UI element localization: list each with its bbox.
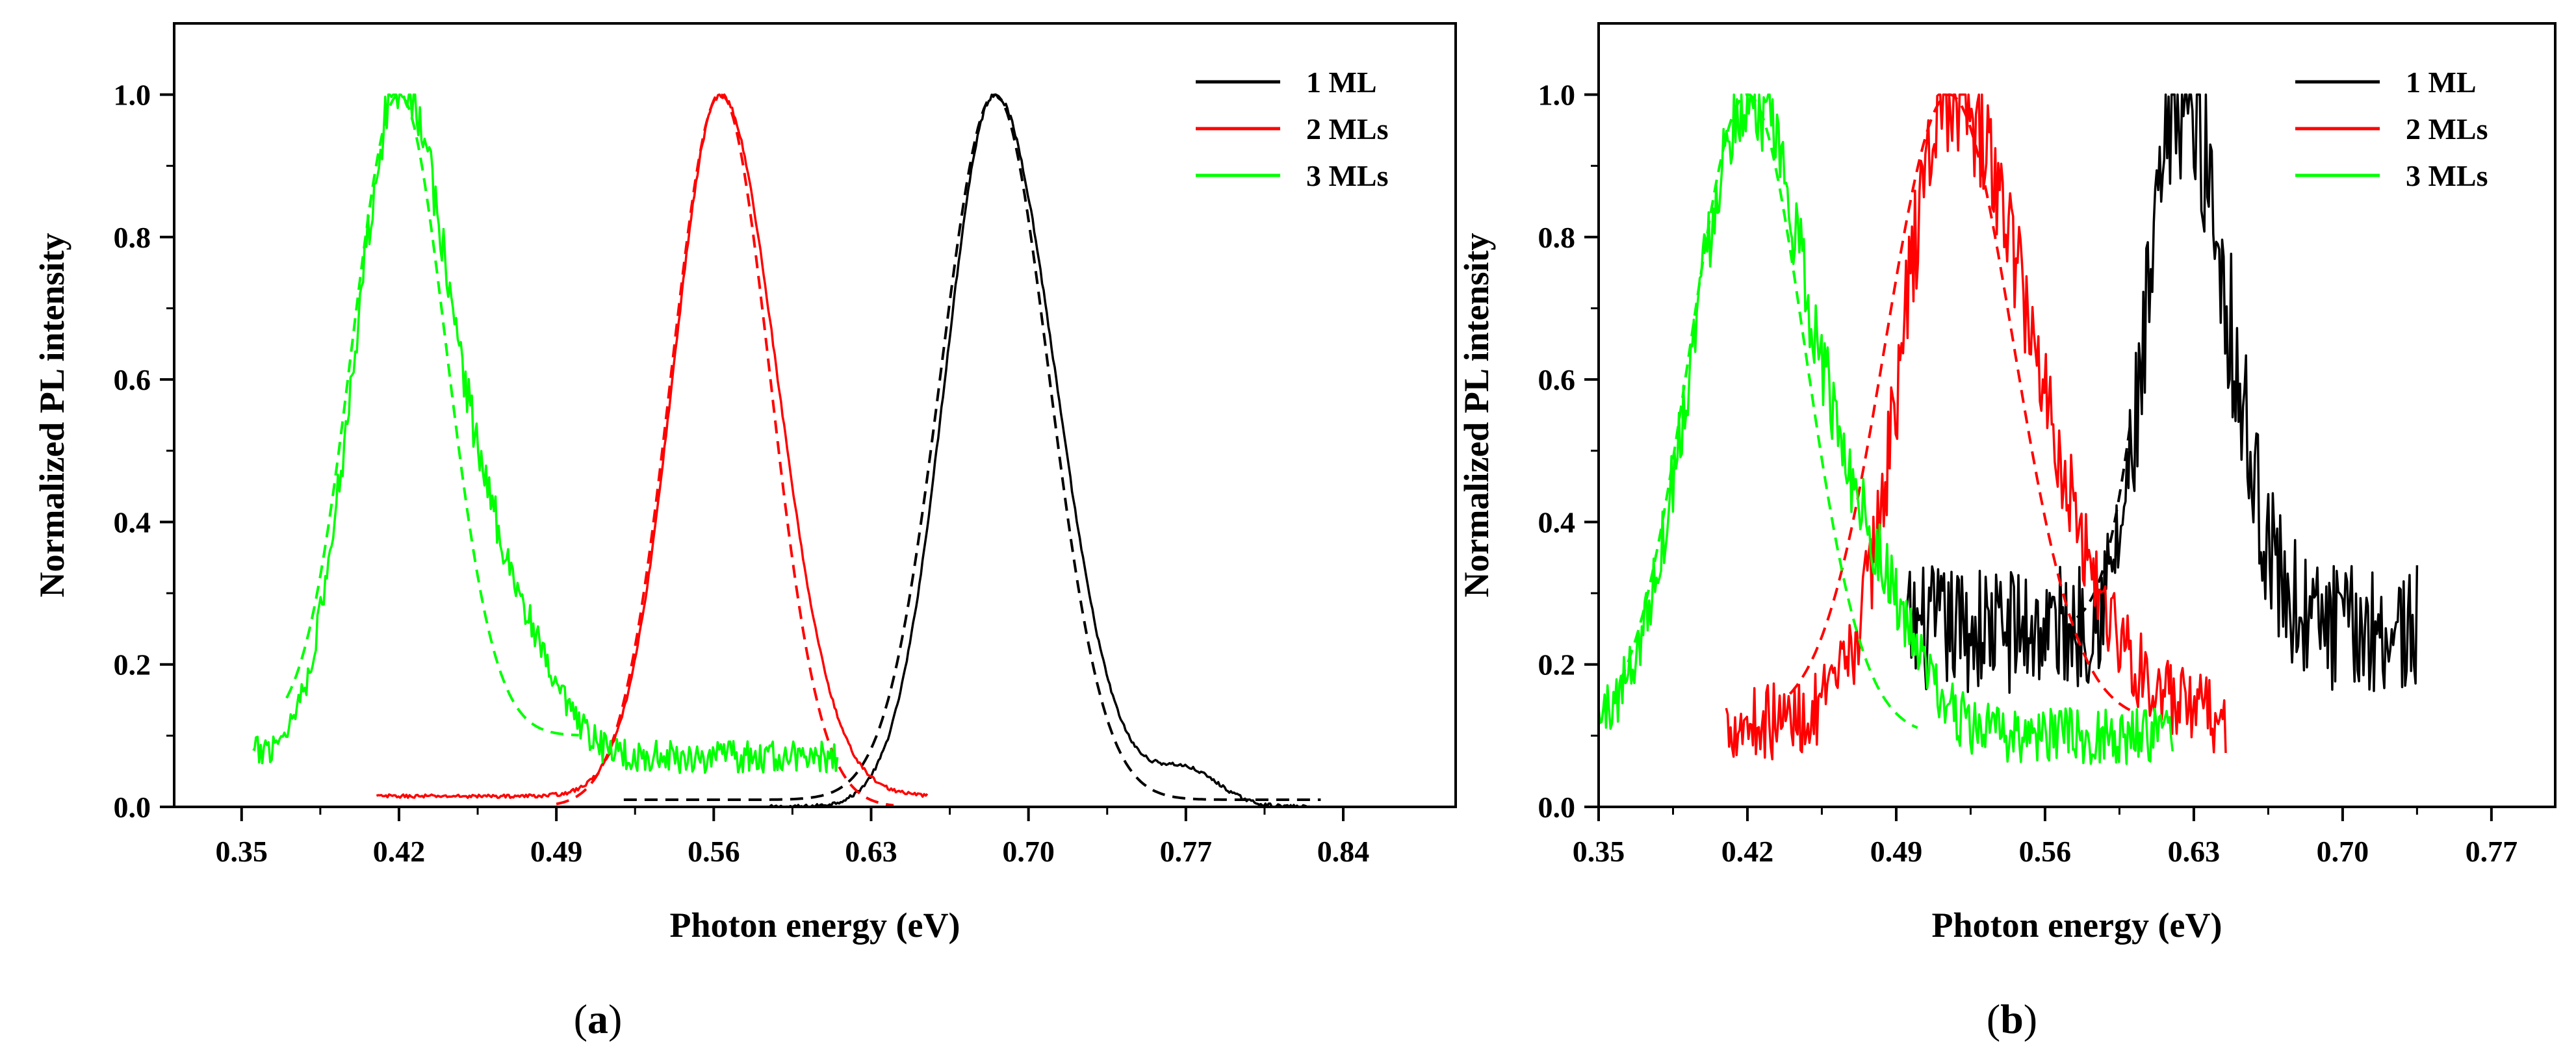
x-tick-label: 0.77 [1160,835,1213,868]
legend-label: 1 ML [1306,66,1377,99]
fit-line-3-mls [1618,93,1918,729]
series-line-2-mls [376,93,929,799]
x-tick-label: 0.63 [2168,835,2221,868]
y-tick-label: 0.2 [1538,648,1576,681]
y-tick-label: 0.4 [114,505,151,539]
plot-area [252,93,1321,807]
y-axis-title: Normalized PL intensity [1457,233,1496,598]
x-tick-label: 0.42 [373,835,426,868]
x-tick-label: 0.70 [2317,835,2369,868]
x-tick-label: 0.56 [688,835,740,868]
plot-frame [1597,22,2557,808]
x-tick-label: 0.56 [2019,835,2072,868]
x-tick-label: 0.63 [845,835,897,868]
series-line-3-mls [252,93,839,774]
legend-label: 2 MLs [1306,112,1389,146]
fit-line-1-ml [623,93,1321,801]
series-line-1-ml [1905,93,2419,694]
legend-label: 2 MLs [2406,112,2488,146]
fit-line-2-mls [1788,93,2131,711]
plot-frame [173,22,1457,808]
legend-label: 1 ML [2406,66,2477,99]
y-tick-label: 0.0 [114,791,151,824]
y-tick-label: 1.0 [1538,79,1576,112]
legend-label: 3 MLs [1306,159,1389,192]
y-axis-title: Normalized PL intensity [32,233,71,598]
plot-area [1599,93,2419,765]
x-tick-label: 0.42 [1721,835,1774,868]
y-tick-label: 0.8 [1538,221,1576,254]
x-tick-label: 0.84 [1317,835,1370,868]
y-tick-label: 1.0 [114,79,151,112]
x-tick-label: 0.70 [1002,835,1055,868]
panel-label: (b) [1987,996,2037,1042]
y-tick-label: 0.6 [1538,363,1576,396]
legend: 1 ML 2 MLs 3 MLs [2295,66,2488,192]
chart-panel-a: 0.35 0.42 0.49 0.56 0.63 0.70 0.77 0.84 0.0 0.2 0.… [32,22,1457,1042]
legend-label: 3 MLs [2406,159,2488,192]
y-tick-label: 0.0 [1538,791,1576,824]
x-tick-label: 0.35 [1573,835,1625,868]
x-axis-title: Photon energy (eV) [670,906,960,945]
x-tick-label: 0.77 [2466,835,2518,868]
x-tick-label: 0.49 [530,835,583,868]
y-tick-label: 0.2 [114,648,151,681]
series-line-2-mls [1725,93,2227,761]
panel-label: (a) [574,996,623,1042]
series-line-1-ml [769,93,1310,807]
y-tick-label: 0.4 [1538,505,1576,539]
fit-line-2-mls [556,93,894,807]
x-tick-label: 0.49 [1870,835,1923,868]
chart-panel-b: 0.35 0.42 0.49 0.56 0.63 0.70 0.77 0.0 0.2 0.4 0.6… [1457,22,2557,1042]
y-tick-label: 0.6 [114,363,151,396]
x-axis-title: Photon energy (eV) [1932,906,2222,945]
x-tick-label: 0.35 [216,835,268,868]
series-line-3-mls [1599,93,2174,765]
legend: 1 ML 2 MLs 3 MLs [1196,66,1389,192]
y-tick-label: 0.8 [114,221,151,254]
